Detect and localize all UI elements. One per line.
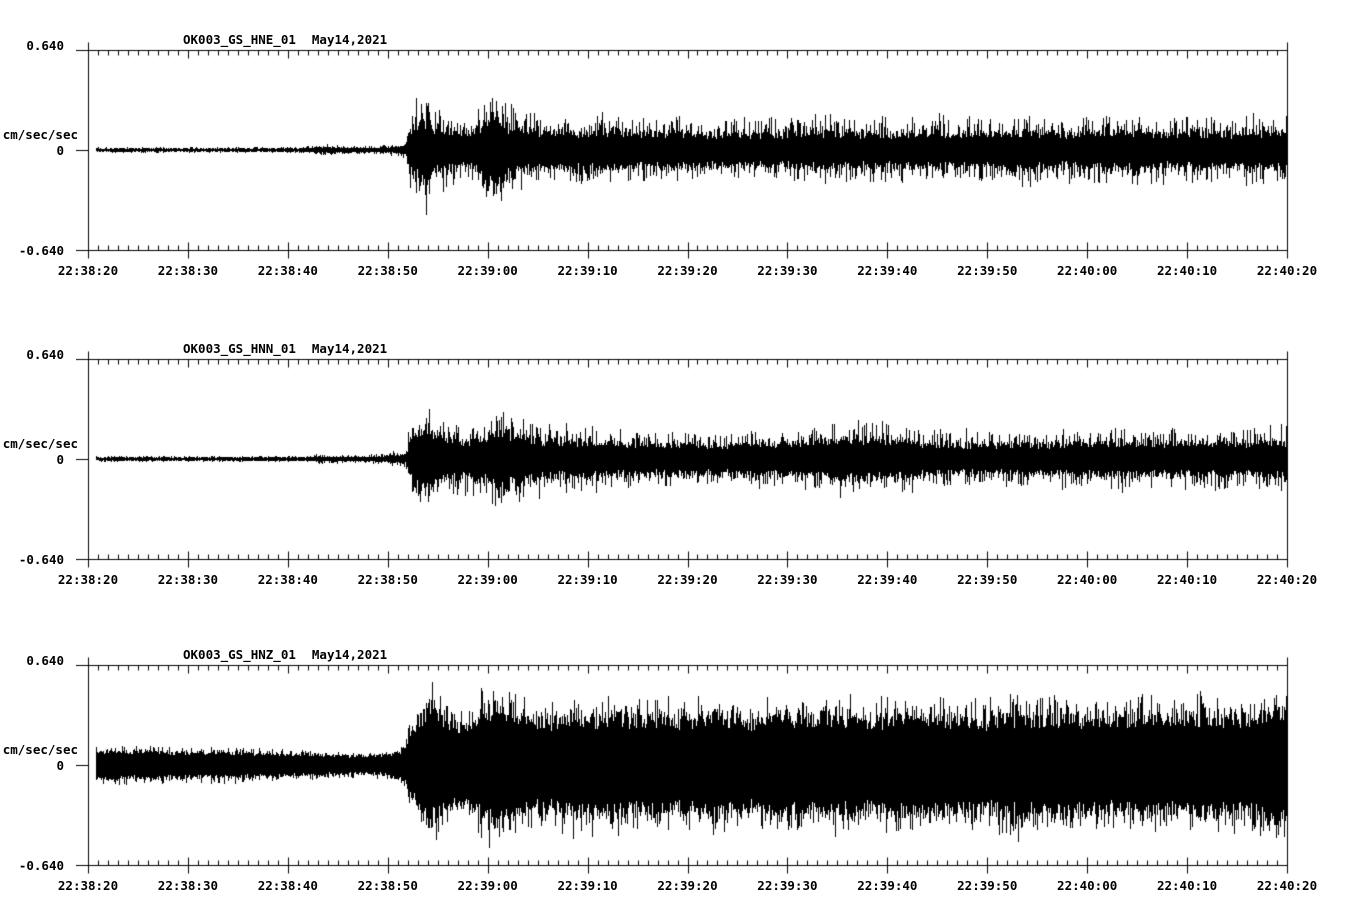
y-axis-units-label: cm/sec/sec — [2, 742, 78, 757]
x-tick-label: 22:38:50 — [357, 878, 418, 893]
waveform-panel-hnn: OK003_GS_HNN_01May14,2021 0.640 cm/sec/s… — [0, 341, 1358, 667]
x-tick-label: 22:39:30 — [757, 878, 818, 893]
y-tick-label-zero: 0 — [56, 758, 64, 773]
x-tick-label: 22:39:50 — [957, 572, 1018, 587]
x-tick-label: 22:38:30 — [157, 572, 219, 587]
y-tick-label-max: 0.640 — [26, 653, 64, 668]
x-tick-label: 22:40:10 — [1156, 878, 1218, 893]
x-tick-label: 22:38:20 — [57, 572, 119, 587]
x-tick-label: 22:39:50 — [957, 263, 1018, 278]
time-axis-labels: 22:38:20 22:38:30 22:38:40 22:38:50 22:39:00… — [0, 572, 1358, 588]
seismogram-trace-canvas — [76, 40, 1300, 260]
x-tick-label: 22:39:40 — [857, 878, 918, 893]
x-tick-label: 22:39:20 — [657, 572, 718, 587]
x-tick-label: 22:39:50 — [957, 878, 1018, 893]
x-tick-label: 22:40:20 — [1256, 878, 1318, 893]
waveform-panel-hne: OK003_GS_HNE_01May14,2021 0.640 cm/sec/s… — [0, 32, 1358, 358]
x-tick-label: 22:39:20 — [657, 878, 718, 893]
x-tick-label: 22:39:30 — [757, 263, 818, 278]
time-axis-labels: 22:38:20 22:38:30 22:38:40 22:38:50 22:39:00… — [0, 878, 1358, 894]
y-axis-units-label: cm/sec/sec — [2, 436, 78, 451]
x-tick-label: 22:38:20 — [57, 263, 119, 278]
y-tick-label-max: 0.640 — [26, 38, 64, 53]
x-tick-label: 22:39:20 — [657, 263, 718, 278]
x-tick-label: 22:38:40 — [257, 263, 318, 278]
x-tick-label: 22:40:10 — [1156, 263, 1218, 278]
x-tick-label: 22:38:30 — [157, 878, 219, 893]
x-tick-label: 22:38:40 — [257, 878, 318, 893]
x-tick-label: 22:39:40 — [857, 263, 918, 278]
x-tick-label: 22:40:20 — [1256, 263, 1318, 278]
time-axis-labels: 22:38:20 22:38:30 22:38:40 22:38:50 22:39:00… — [0, 263, 1358, 279]
x-tick-label: 22:38:50 — [357, 572, 418, 587]
x-tick-label: 22:40:00 — [1057, 878, 1118, 893]
x-tick-label: 22:39:40 — [857, 572, 918, 587]
x-tick-label: 22:39:10 — [557, 878, 618, 893]
x-tick-label: 22:40:00 — [1057, 572, 1118, 587]
x-tick-label: 22:38:50 — [357, 263, 418, 278]
y-tick-label-min: -0.640 — [18, 552, 64, 567]
x-tick-label: 22:38:20 — [57, 878, 119, 893]
x-tick-label: 22:39:00 — [457, 263, 518, 278]
y-tick-label-min: -0.640 — [18, 243, 64, 258]
x-tick-label: 22:39:00 — [457, 572, 518, 587]
x-tick-label: 22:40:00 — [1057, 263, 1118, 278]
y-tick-label-max: 0.640 — [26, 347, 64, 362]
x-tick-label: 22:39:10 — [557, 263, 618, 278]
x-tick-label: 22:39:10 — [557, 572, 618, 587]
seismogram-trace-canvas — [76, 349, 1300, 569]
x-tick-label: 22:38:40 — [257, 572, 318, 587]
seismogram-trace-canvas — [76, 655, 1300, 875]
x-tick-label: 22:39:30 — [757, 572, 818, 587]
x-tick-label: 22:38:30 — [157, 263, 219, 278]
y-axis-units-label: cm/sec/sec — [2, 127, 78, 142]
x-tick-label: 22:40:10 — [1156, 572, 1218, 587]
waveform-panel-hnz: OK003_GS_HNZ_01May14,2021 0.640 cm/sec/s… — [0, 647, 1358, 924]
x-tick-label: 22:39:00 — [457, 878, 518, 893]
y-tick-label-zero: 0 — [56, 452, 64, 467]
y-tick-label-zero: 0 — [56, 143, 64, 158]
x-tick-label: 22:40:20 — [1256, 572, 1318, 587]
y-tick-label-min: -0.640 — [18, 858, 64, 873]
